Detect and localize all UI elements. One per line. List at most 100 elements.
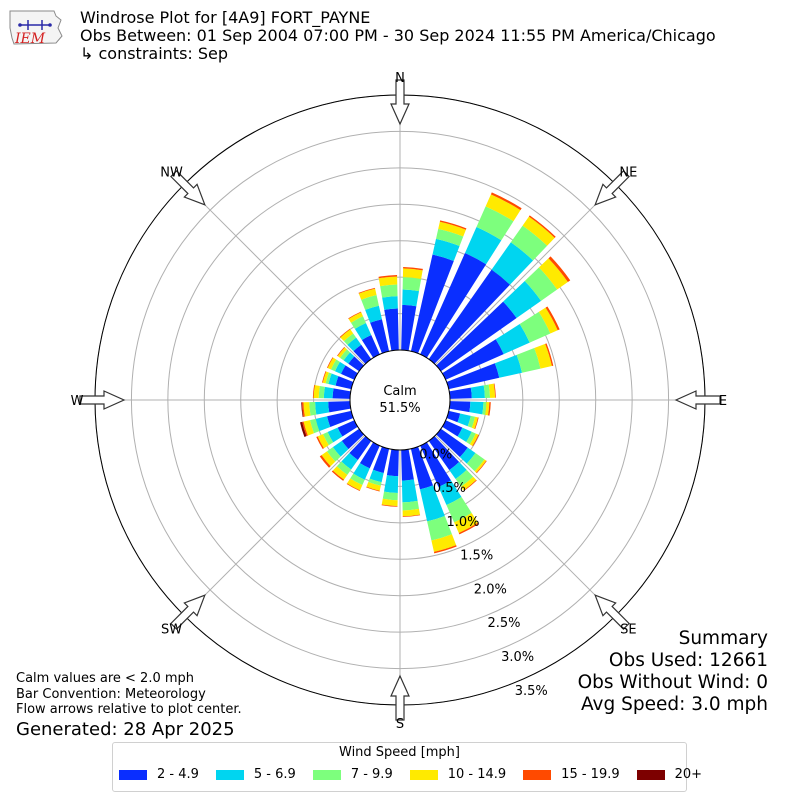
petal-segment [343, 333, 357, 345]
legend-item: 2 - 4.9 [119, 767, 199, 782]
petal-segment [315, 401, 330, 415]
legend-label: 10 - 14.9 [447, 767, 507, 782]
flow-arrow [170, 170, 206, 206]
petal-segment [326, 357, 334, 368]
petal-segment [493, 383, 496, 398]
petal-segment [402, 508, 420, 517]
notes: Calm values are < 2.0 mph Bar Convention… [16, 671, 242, 718]
calm-circle: Calm 51.5% [349, 349, 451, 451]
calm-note: Calm values are < 2.0 mph [16, 671, 195, 686]
petal-segment [485, 402, 490, 416]
petal-segment [373, 446, 390, 473]
petal-segment [538, 307, 558, 334]
petal-segment [321, 451, 336, 467]
petal-segment [410, 446, 434, 490]
radial-tick-label: 3.0% [501, 650, 534, 665]
petal-segment [442, 339, 504, 380]
summary-obs-used: Obs Used: 12661 [608, 650, 768, 671]
compass-labels: N NE E SE S SW W NW [71, 71, 728, 732]
legend-label: 15 - 19.9 [561, 767, 620, 782]
petal-segment [301, 402, 305, 417]
petal-segment [348, 312, 363, 323]
petal-segment [446, 363, 500, 390]
compass-label: W [71, 394, 84, 409]
petal-segment [431, 534, 457, 552]
petal-segment [315, 416, 331, 432]
petal-segment [322, 371, 329, 384]
petal-segment [381, 504, 398, 507]
petal-segment [317, 434, 329, 449]
petal-segment [472, 434, 480, 447]
petal-segment [303, 420, 314, 436]
petal-segment [433, 545, 457, 554]
petal-segment [403, 266, 423, 271]
generated-date: Generated: 28 Apr 2025 [16, 719, 235, 740]
petal-segment [519, 311, 551, 343]
petal-segment [301, 402, 304, 417]
petal-segment [510, 225, 548, 261]
legend: Wind Speed [mph] 2 - 4.9 5 - 6.9 7 - 9.9 10… [112, 742, 702, 792]
petal-segment [365, 305, 382, 323]
convention-note: Bar Convention: Meteorology [16, 686, 206, 702]
legend-swatch [119, 769, 147, 780]
petal-segment [474, 459, 487, 473]
legend-label: 5 - 6.9 [253, 767, 296, 782]
petal-segment [303, 402, 311, 417]
flow-arrow [79, 390, 126, 410]
petal-segment [436, 428, 468, 458]
legend-item: 7 - 9.9 [312, 767, 393, 782]
obs-range: Obs Between: 01 Sep 2004 07:00 PM - 30 S… [80, 26, 716, 45]
petal-segment [495, 324, 530, 355]
petal-segment [368, 478, 382, 486]
petal-segment [419, 485, 445, 522]
legend-item: 10 - 14.9 [409, 767, 507, 782]
petal-segment [327, 427, 343, 443]
petal-segment [309, 418, 320, 434]
petal-segment [337, 346, 345, 357]
petal-segment [322, 371, 327, 383]
petal-segment [420, 442, 451, 488]
petal-segment [503, 281, 542, 319]
petal-segment [402, 268, 423, 279]
petal-segment [459, 447, 476, 464]
petal-segment [309, 402, 317, 416]
petal-segment [457, 427, 472, 443]
petal-segment [446, 496, 472, 523]
petal-segment [302, 421, 308, 437]
flow-arrow [594, 594, 630, 630]
petal-segment [488, 402, 491, 416]
petal-segment [402, 514, 421, 517]
petal-segment [471, 416, 478, 429]
grid-spoke [183, 183, 401, 401]
petal-segment [347, 337, 362, 352]
legend-swatch [636, 769, 665, 780]
petal-segment [436, 228, 464, 247]
radial-tick-label: 1.5% [460, 549, 493, 564]
petal-segment [378, 274, 398, 279]
petal-segment [446, 410, 461, 423]
legend-label: 7 - 9.9 [350, 767, 393, 782]
radial-tick-label: 2.5% [487, 616, 520, 631]
petal-segment [384, 308, 399, 351]
radial-tick-label: 0.5% [433, 481, 466, 496]
summary-avg-speed: Avg Speed: 3.0 mph [580, 694, 768, 715]
petal-segment [332, 466, 348, 480]
petal-segment [548, 256, 571, 283]
petal-segment [319, 455, 331, 468]
legend-swatch [523, 769, 552, 780]
petal-segment [402, 289, 419, 307]
petal-segment [341, 428, 364, 450]
petal-segment [334, 361, 346, 374]
petal-segment [538, 258, 568, 290]
calm-value: 51.5% [379, 401, 420, 416]
petal-segment [442, 420, 463, 437]
petal-segment [522, 216, 555, 246]
radial-tick-label: 1.0% [447, 515, 480, 530]
legend-item: 5 - 6.9 [215, 767, 296, 782]
petal-segment [386, 449, 399, 477]
legend-swatch [215, 769, 244, 780]
legend-label: 2 - 4.9 [157, 767, 199, 782]
flow-arrow [170, 594, 206, 630]
petal-segment [369, 469, 384, 483]
